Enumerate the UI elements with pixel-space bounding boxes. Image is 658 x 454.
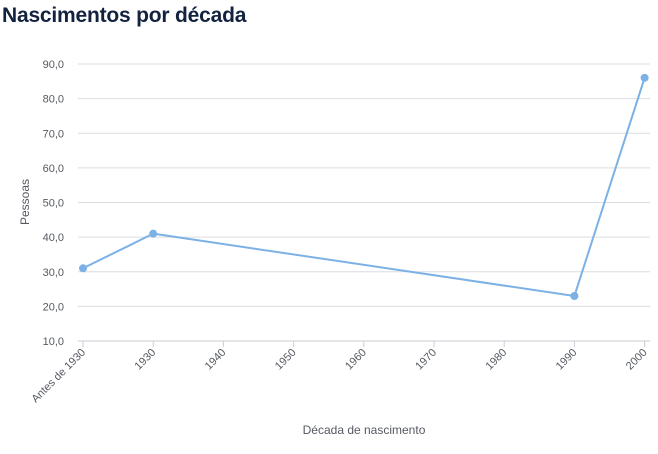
x-tick-label: 2000 [624,347,650,373]
x-tick-label: 1950 [273,347,299,373]
y-tick-label: 50,0 [43,198,64,210]
x-tick-label: 1990 [554,347,580,373]
x-tick-label: 1940 [203,347,229,373]
x-axis-tick-labels: Antes de 1930 1930 1940 1950 1960 1970 1980 199… [29,347,649,406]
axes [78,340,650,347]
y-tick-label: 20,0 [43,301,64,313]
data-point[interactable] [640,73,649,82]
x-tick-label: 1970 [413,347,439,373]
y-tick-label: 90,0 [43,59,64,71]
page-title: Nascimentos por década [2,4,247,27]
y-tick-label: 30,0 [43,267,64,279]
x-tick-label: 1980 [484,347,510,373]
series-layer [79,73,649,300]
y-tick-label: 70,0 [43,128,64,140]
x-tick-label: Antes de 1930 [29,347,88,406]
x-tick-label: 1960 [343,347,369,373]
x-tick-label: 1930 [133,347,159,373]
data-point[interactable] [79,264,87,273]
y-tick-label: 80,0 [43,94,64,106]
y-axis-title: Pessoas [18,179,32,225]
data-point[interactable] [570,291,579,300]
y-tick-label: 10,0 [43,336,64,348]
y-tick-label: 60,0 [43,163,64,175]
x-axis-title: Década de nascimento [303,423,426,437]
grid-lines [78,63,650,307]
series-line [82,77,646,297]
y-axis-tick-labels: 10,0 20,0 30,0 40,0 50,0 60,0 70,0 80,0 90,0 [43,59,64,348]
y-tick-label: 40,0 [43,232,64,244]
data-point[interactable] [149,229,158,238]
